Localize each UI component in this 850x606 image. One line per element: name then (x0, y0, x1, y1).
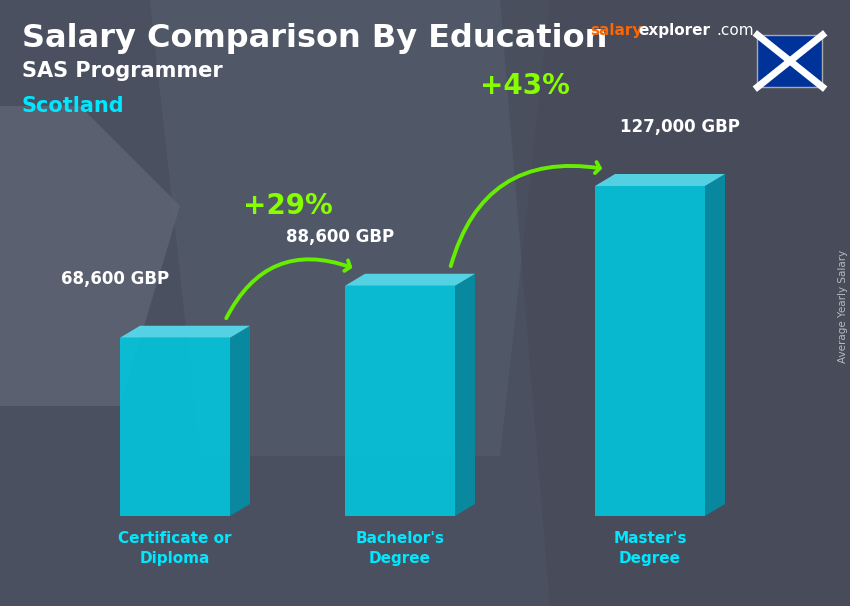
Text: Certificate or
Diploma: Certificate or Diploma (118, 531, 232, 566)
Text: explorer: explorer (638, 23, 710, 38)
Text: +29%: +29% (242, 191, 332, 220)
Polygon shape (120, 326, 250, 338)
Polygon shape (230, 326, 250, 516)
Text: +43%: +43% (480, 72, 570, 100)
Text: Bachelor's
Degree: Bachelor's Degree (355, 531, 445, 566)
Polygon shape (345, 274, 475, 286)
Text: 88,600 GBP: 88,600 GBP (286, 228, 394, 246)
Polygon shape (705, 174, 725, 516)
Polygon shape (500, 0, 850, 606)
Polygon shape (595, 174, 725, 186)
Text: SAS Programmer: SAS Programmer (22, 61, 223, 81)
FancyBboxPatch shape (757, 35, 823, 87)
Polygon shape (120, 338, 230, 516)
Text: 127,000 GBP: 127,000 GBP (620, 118, 740, 136)
Text: Salary Comparison By Education: Salary Comparison By Education (22, 23, 608, 54)
Text: 68,600 GBP: 68,600 GBP (61, 270, 169, 288)
Polygon shape (455, 274, 475, 516)
Text: salary: salary (590, 23, 643, 38)
Polygon shape (150, 0, 550, 456)
Text: .com: .com (716, 23, 754, 38)
Polygon shape (0, 106, 180, 406)
Polygon shape (345, 286, 455, 516)
Text: Master's
Degree: Master's Degree (613, 531, 687, 566)
Text: Scotland: Scotland (22, 96, 125, 116)
Text: Average Yearly Salary: Average Yearly Salary (838, 250, 848, 362)
Polygon shape (595, 186, 705, 516)
